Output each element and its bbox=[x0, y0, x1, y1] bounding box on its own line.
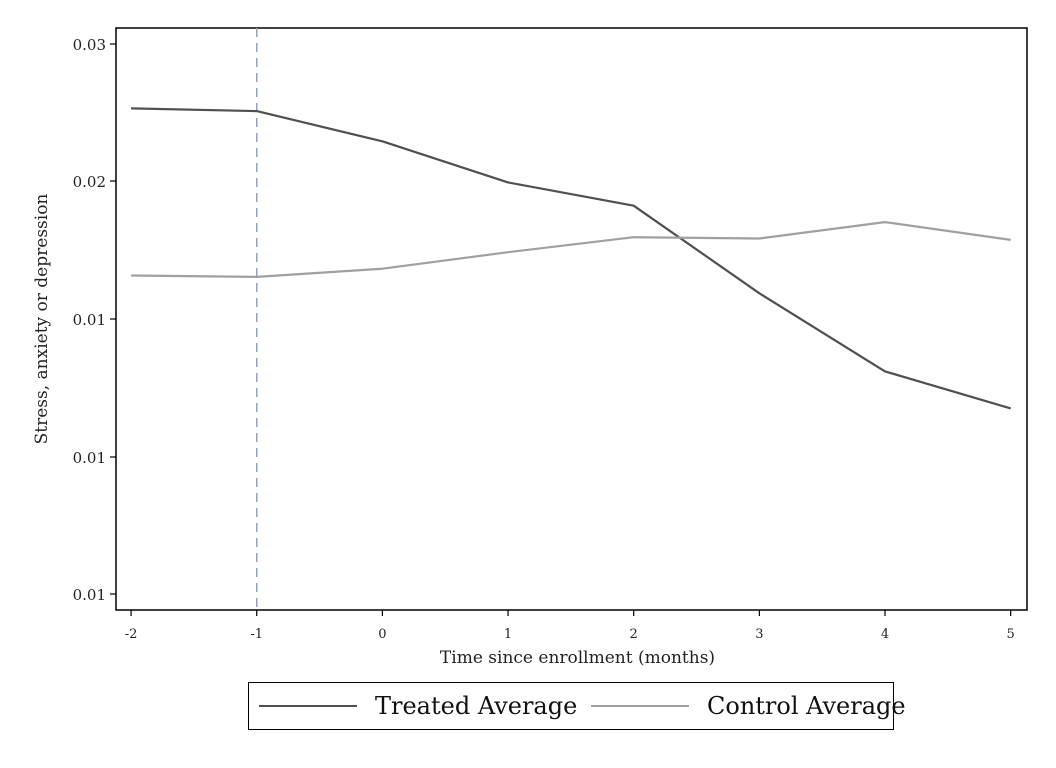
series-line-control bbox=[131, 221, 1011, 278]
x-tick-label: -2 bbox=[125, 627, 138, 642]
y-tick-label: 0.02 bbox=[73, 173, 106, 191]
y-tick-label: 0.01 bbox=[73, 311, 106, 329]
legend-item-treated: Treated Average bbox=[259, 683, 577, 729]
y-tick-label: 0.01 bbox=[73, 586, 106, 604]
legend-swatch-treated bbox=[259, 705, 357, 707]
plot-frame bbox=[115, 27, 1028, 611]
x-axis-label: Time since enrollment (months) bbox=[440, 648, 715, 668]
x-tick-label: 5 bbox=[1007, 627, 1015, 642]
legend-swatch-control bbox=[591, 705, 689, 707]
x-tick-label: 3 bbox=[755, 627, 763, 642]
x-tick-label: 1 bbox=[504, 627, 512, 642]
x-tick-label: -1 bbox=[250, 627, 263, 642]
y-tick-label: 0.03 bbox=[73, 36, 106, 54]
legend-label-control: Control Average bbox=[707, 692, 906, 720]
series-line-treated bbox=[131, 107, 1012, 410]
y-tick-label: 0.01 bbox=[73, 449, 106, 467]
legend: Treated Average Control Average bbox=[248, 682, 906, 730]
y-axis-label: Stress, anxiety or depression bbox=[32, 194, 52, 445]
legend-label-treated: Treated Average bbox=[375, 692, 578, 720]
legend-item-control: Control Average bbox=[591, 683, 906, 729]
x-tick-label: 4 bbox=[881, 627, 889, 642]
x-tick-label: 2 bbox=[630, 627, 638, 642]
x-tick-label: 0 bbox=[378, 627, 386, 642]
